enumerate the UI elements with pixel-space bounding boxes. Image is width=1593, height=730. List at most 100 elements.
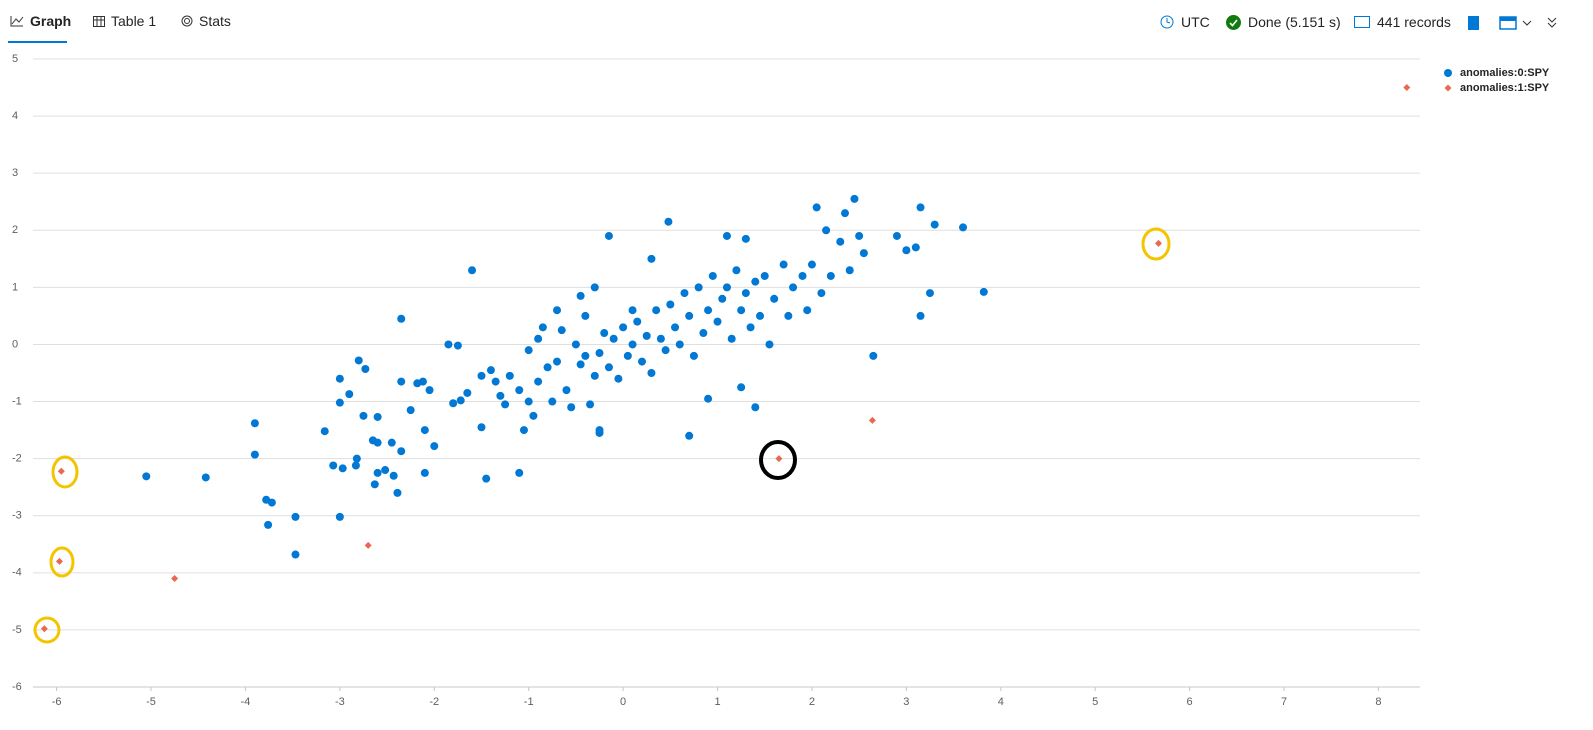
point xyxy=(798,271,807,280)
point xyxy=(171,575,179,583)
highlight xyxy=(51,455,79,489)
point xyxy=(807,260,816,269)
point xyxy=(604,363,613,372)
point xyxy=(979,287,988,296)
point xyxy=(201,473,210,482)
point xyxy=(892,231,901,240)
point xyxy=(345,390,354,399)
point xyxy=(680,289,689,298)
point xyxy=(911,243,920,252)
point xyxy=(775,455,783,463)
point xyxy=(741,289,750,298)
point xyxy=(491,377,500,386)
x-tick-label: -1 xyxy=(524,696,534,708)
point xyxy=(609,334,618,343)
tab[interactable]: Graph xyxy=(10,13,71,29)
point xyxy=(425,386,434,395)
timezone[interactable]: UTC xyxy=(1160,14,1210,30)
point xyxy=(449,399,458,408)
point xyxy=(704,306,713,315)
point xyxy=(453,341,462,350)
point xyxy=(482,474,491,483)
point xyxy=(581,311,590,320)
icon xyxy=(181,15,193,27)
legend-marker xyxy=(1444,69,1452,77)
point xyxy=(845,266,854,275)
point xyxy=(722,283,731,292)
point xyxy=(335,398,344,407)
tab[interactable]: Stats xyxy=(181,13,231,29)
point xyxy=(364,541,372,549)
x-tick-label: -2 xyxy=(429,696,439,708)
point xyxy=(543,363,552,372)
point xyxy=(142,472,151,481)
toolbar: Graph Table 1 Stats UTC Done (5.151 s) 4… xyxy=(0,0,1593,44)
point xyxy=(760,271,769,280)
x-tick-label: 4 xyxy=(998,696,1004,708)
point xyxy=(959,223,968,232)
icon xyxy=(1354,16,1370,28)
point xyxy=(496,391,505,400)
point xyxy=(538,323,547,332)
point xyxy=(770,294,779,303)
point xyxy=(689,351,698,360)
x-tick-label: 6 xyxy=(1187,696,1193,708)
status-text: UTC xyxy=(1181,14,1210,30)
point xyxy=(850,194,859,203)
tab[interactable]: Table 1 xyxy=(93,13,156,29)
point xyxy=(351,461,360,470)
point xyxy=(704,394,713,403)
point xyxy=(534,377,543,386)
point xyxy=(732,266,741,275)
point xyxy=(718,294,727,303)
point xyxy=(789,283,798,292)
point xyxy=(671,323,680,332)
point xyxy=(600,329,609,338)
point xyxy=(567,403,576,412)
point xyxy=(595,349,604,358)
point xyxy=(664,217,673,226)
point xyxy=(335,512,344,521)
icon xyxy=(1226,14,1241,30)
x-tick-label: 2 xyxy=(809,696,815,708)
point xyxy=(370,480,379,489)
x-tick-label: 3 xyxy=(903,696,909,708)
point xyxy=(486,366,495,375)
toolbar-icons[interactable] xyxy=(1466,14,1566,32)
point xyxy=(534,334,543,343)
y-tick-label: 1 xyxy=(12,281,18,293)
point xyxy=(477,423,486,432)
point xyxy=(628,340,637,349)
point xyxy=(859,249,868,258)
x-tick-label: 5 xyxy=(1092,696,1098,708)
x-tick-label: -5 xyxy=(146,696,156,708)
point xyxy=(553,306,562,315)
point xyxy=(524,346,533,355)
point xyxy=(468,266,477,275)
point xyxy=(779,260,788,269)
point xyxy=(661,346,670,355)
y-tick-label: 4 xyxy=(12,110,18,122)
point xyxy=(855,231,864,240)
point xyxy=(586,400,595,409)
tab-label: Stats xyxy=(199,13,231,29)
icon xyxy=(1160,15,1174,29)
point xyxy=(40,625,48,633)
point xyxy=(930,220,939,229)
point xyxy=(595,426,604,435)
point xyxy=(381,466,390,475)
point xyxy=(329,461,338,470)
y-tick-label: 2 xyxy=(12,224,18,236)
y-tick-label: -1 xyxy=(12,395,22,407)
point xyxy=(647,369,656,377)
point xyxy=(784,311,793,320)
point xyxy=(1154,239,1162,247)
point xyxy=(756,311,765,320)
point xyxy=(727,334,736,343)
point xyxy=(338,464,347,473)
point xyxy=(361,365,370,374)
x-tick-label: -4 xyxy=(241,696,251,708)
point xyxy=(722,231,731,240)
point xyxy=(614,374,623,383)
point xyxy=(869,351,878,360)
